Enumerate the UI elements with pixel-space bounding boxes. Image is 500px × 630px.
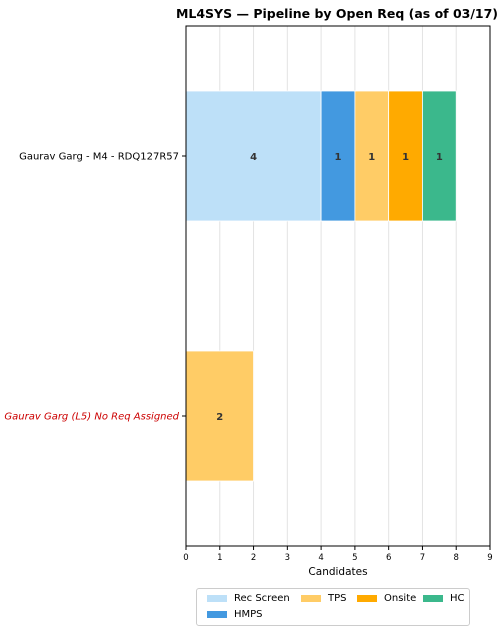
- x-tick-label: 1: [217, 553, 222, 563]
- legend-item: HMPS: [207, 609, 263, 620]
- x-tick-label: 9: [487, 553, 492, 563]
- legend-swatch: [207, 595, 227, 602]
- plot-frame: [185, 25, 491, 547]
- x-tick-label: 7: [420, 553, 425, 563]
- legend-swatch: [301, 595, 321, 602]
- bar-value-label: 1: [436, 152, 443, 163]
- legend-label: HMPS: [234, 609, 263, 620]
- x-axis-ticks: 0 1 2 3 4 5 6 7 8 9: [183, 546, 493, 563]
- y-axis-categories: Gaurav Garg - M4 - RDQ127R57 Gaurav Garg …: [4, 152, 186, 423]
- bar-segment: [320, 90, 356, 222]
- legend-label: Onsite: [384, 593, 417, 604]
- chart-legend: Rec Screen HMPS TPS Onsite HC: [196, 588, 470, 626]
- bar-value-label: 4: [250, 152, 257, 163]
- legend-swatch: [357, 595, 377, 602]
- legend-item: TPS: [301, 593, 347, 604]
- legend-swatch: [207, 611, 227, 618]
- y-category-label: Gaurav Garg - M4 - RDQ127R57: [19, 152, 179, 163]
- legend-label: HC: [450, 593, 465, 604]
- x-axis-label: Candidates: [308, 566, 367, 578]
- legend-item: Onsite: [357, 593, 416, 604]
- y-category-label: Gaurav Garg (L5) No Req Assigned: [4, 412, 179, 423]
- x-tick-label: 5: [352, 553, 357, 563]
- bars: [185, 90, 457, 482]
- legend-swatch: [423, 595, 443, 602]
- x-tick-label: 6: [386, 553, 391, 563]
- x-tick-label: 4: [318, 553, 323, 563]
- legend-item: Rec Screen: [207, 593, 290, 604]
- x-tick-label: 3: [285, 553, 290, 563]
- bar-value-labels: 4 1 1 1 1 2: [216, 152, 443, 423]
- bar-value-label: 1: [335, 152, 342, 163]
- bar-value-label: 1: [368, 152, 375, 163]
- bar-value-label: 2: [216, 412, 223, 423]
- bar-segment: [422, 90, 457, 222]
- x-tick-label: 2: [251, 553, 256, 563]
- x-tick-label: 0: [183, 553, 188, 563]
- bar-value-label: 1: [402, 152, 409, 163]
- legend-label: TPS: [328, 593, 347, 604]
- chart-title: ML4SYS — Pipeline by Open Req (as of 03/…: [176, 6, 498, 21]
- legend-item: HC: [423, 593, 465, 604]
- legend-label: Rec Screen: [234, 593, 290, 604]
- x-tick-label: 8: [454, 553, 459, 563]
- bar-segment: [185, 350, 254, 482]
